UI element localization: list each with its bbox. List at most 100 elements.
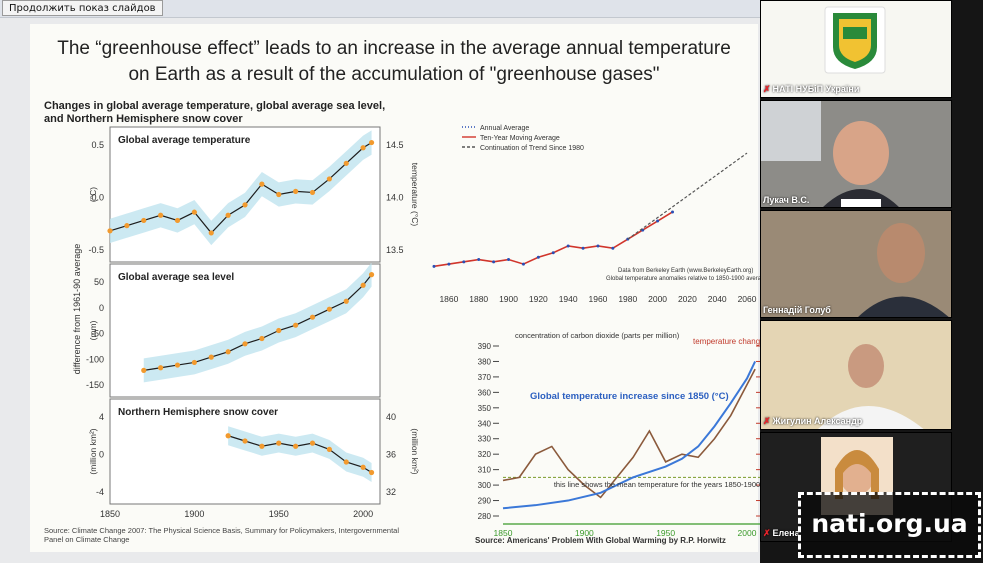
data-point <box>343 160 349 166</box>
data-note: Global temperature anomalies relative to… <box>606 276 768 282</box>
participant-name: Лукач В.С. <box>763 195 810 205</box>
presentation-viewer: Продолжить показ слайдов The “greenhouse… <box>0 0 768 563</box>
y-tick-label: 390 <box>478 342 492 351</box>
berkeley-chart: Annual Average Ten-Year Moving Average Con… <box>432 125 768 304</box>
unit-label: (million km²) <box>88 428 98 474</box>
y-axis-label: difference from 1961-90 average <box>72 244 82 374</box>
y-tick-label: 380 <box>478 357 492 366</box>
slide-title-line1: The “greenhouse effect” leads to an incr… <box>57 38 731 59</box>
data-point <box>276 440 282 446</box>
participant-name: Геннадій Голуб <box>763 305 831 315</box>
data-point <box>276 191 282 198</box>
temperature-axis-label: temperature change <box>693 337 765 346</box>
x-tick-label: 1900 <box>499 294 518 304</box>
data-point <box>174 217 181 224</box>
participant-tile[interactable]: Геннадій Голуб <box>760 210 952 318</box>
participant-tile[interactable]: ✗ НАТІ НУБіП України <box>760 0 952 98</box>
co2-line <box>502 361 757 510</box>
continue-slideshow-button[interactable]: Продолжить показ слайдов <box>2 0 163 16</box>
data-point <box>360 464 366 470</box>
participant-gallery: ✗ НАТІ НУБіП України Лукач В.С. Геннадій … <box>760 0 983 563</box>
data-point <box>259 181 265 187</box>
x-tick-label: 1900 <box>575 528 594 538</box>
legend-label: Continuation of Trend Since 1980 <box>480 145 584 152</box>
horwitz-chart: 390 380 370 360 350 340 330 320 310 300 290 280 conc… <box>478 331 765 539</box>
x-tick-label: 1940 <box>559 294 578 304</box>
legend-label: Annual Average <box>480 125 529 132</box>
annual-point <box>507 258 511 262</box>
unit-label-right: (million km²) <box>410 428 420 474</box>
annual-point <box>551 251 555 255</box>
participant-tile[interactable]: Лукач В.С. <box>760 100 952 208</box>
data-point <box>309 314 316 320</box>
temperature-line <box>502 368 756 499</box>
unit-label-right: temperature (°C) <box>410 163 420 227</box>
video-feed <box>761 321 951 429</box>
data-point <box>368 469 375 476</box>
y-tick-label: 310 <box>478 466 492 475</box>
data-point <box>225 349 231 355</box>
data-point <box>309 189 316 196</box>
data-point <box>343 298 349 304</box>
x-tick-label: 2000 <box>648 294 667 304</box>
x-tick-label: 1980 <box>618 294 637 304</box>
y-tick-label: 50 <box>94 277 104 287</box>
unit-label: (°C) <box>88 187 98 202</box>
y-tick-label: 0.5 <box>91 140 104 150</box>
participant-name: ✗ Елена <box>763 528 800 538</box>
annual-point <box>671 210 675 214</box>
legend-label: Ten-Year Moving Average <box>480 135 560 142</box>
data-point <box>276 327 282 334</box>
data-point <box>293 322 299 328</box>
data-point <box>326 176 332 182</box>
y-tick-label: 300 <box>478 481 492 490</box>
data-point <box>293 188 299 194</box>
y-tick-label: -0.5 <box>88 245 104 255</box>
watermark-logo: nati.org.ua <box>798 492 981 558</box>
y-tick-label: 0 <box>99 450 104 460</box>
data-point <box>242 438 248 444</box>
data-point <box>141 217 147 224</box>
y-tick-label: 0.0 <box>91 193 104 203</box>
data-point <box>242 202 248 208</box>
data-point <box>326 446 332 452</box>
annual-point <box>656 219 660 223</box>
mic-muted-icon: ✗ <box>763 416 771 426</box>
moving-average-line <box>433 211 673 268</box>
y-tick-label-right: 36 <box>386 450 396 460</box>
data-point <box>141 367 147 373</box>
data-point <box>360 145 366 151</box>
data-point <box>208 230 214 236</box>
x-tick-label: 1920 <box>529 294 548 304</box>
participant-name: ✗ НАТІ НУБіП України <box>763 84 860 94</box>
x-tick-label: 1880 <box>469 294 488 304</box>
participant-tile[interactable]: ✗ Жигулин Александр <box>760 320 952 430</box>
x-tick-label: 2000 <box>353 509 373 519</box>
data-point <box>158 212 164 218</box>
y-tick-label: 340 <box>478 419 492 428</box>
annual-average-line <box>433 211 673 267</box>
y-tick-label: 0 <box>99 303 104 313</box>
data-point <box>225 212 231 218</box>
x-tick-label: 2040 <box>708 294 727 304</box>
y-tick-label: -50 <box>91 329 104 339</box>
mic-muted-icon: ✗ <box>763 528 771 538</box>
slide: The “greenhouse effect” leads to an incr… <box>30 24 768 552</box>
y-tick-label: 320 <box>478 450 492 459</box>
annual-point <box>521 262 525 266</box>
x-tick-label: 1950 <box>656 528 675 538</box>
y-tick-label-right: 13.5 <box>386 245 404 255</box>
y-tick-label: -100 <box>86 354 104 364</box>
data-point <box>158 365 164 371</box>
data-point <box>259 335 265 342</box>
x-tick-label: 1960 <box>589 294 608 304</box>
co2-axis-label: concentration of carbon dioxide (parts p… <box>515 331 680 340</box>
y-tick-label: 370 <box>478 373 492 382</box>
video-feed <box>761 211 951 317</box>
data-point <box>360 282 366 288</box>
y-tick-label: 280 <box>478 512 492 521</box>
data-point <box>174 362 181 368</box>
data-point <box>191 359 197 366</box>
annual-point <box>477 258 481 262</box>
series-title: Global temperature increase since 1850 (… <box>530 391 729 402</box>
